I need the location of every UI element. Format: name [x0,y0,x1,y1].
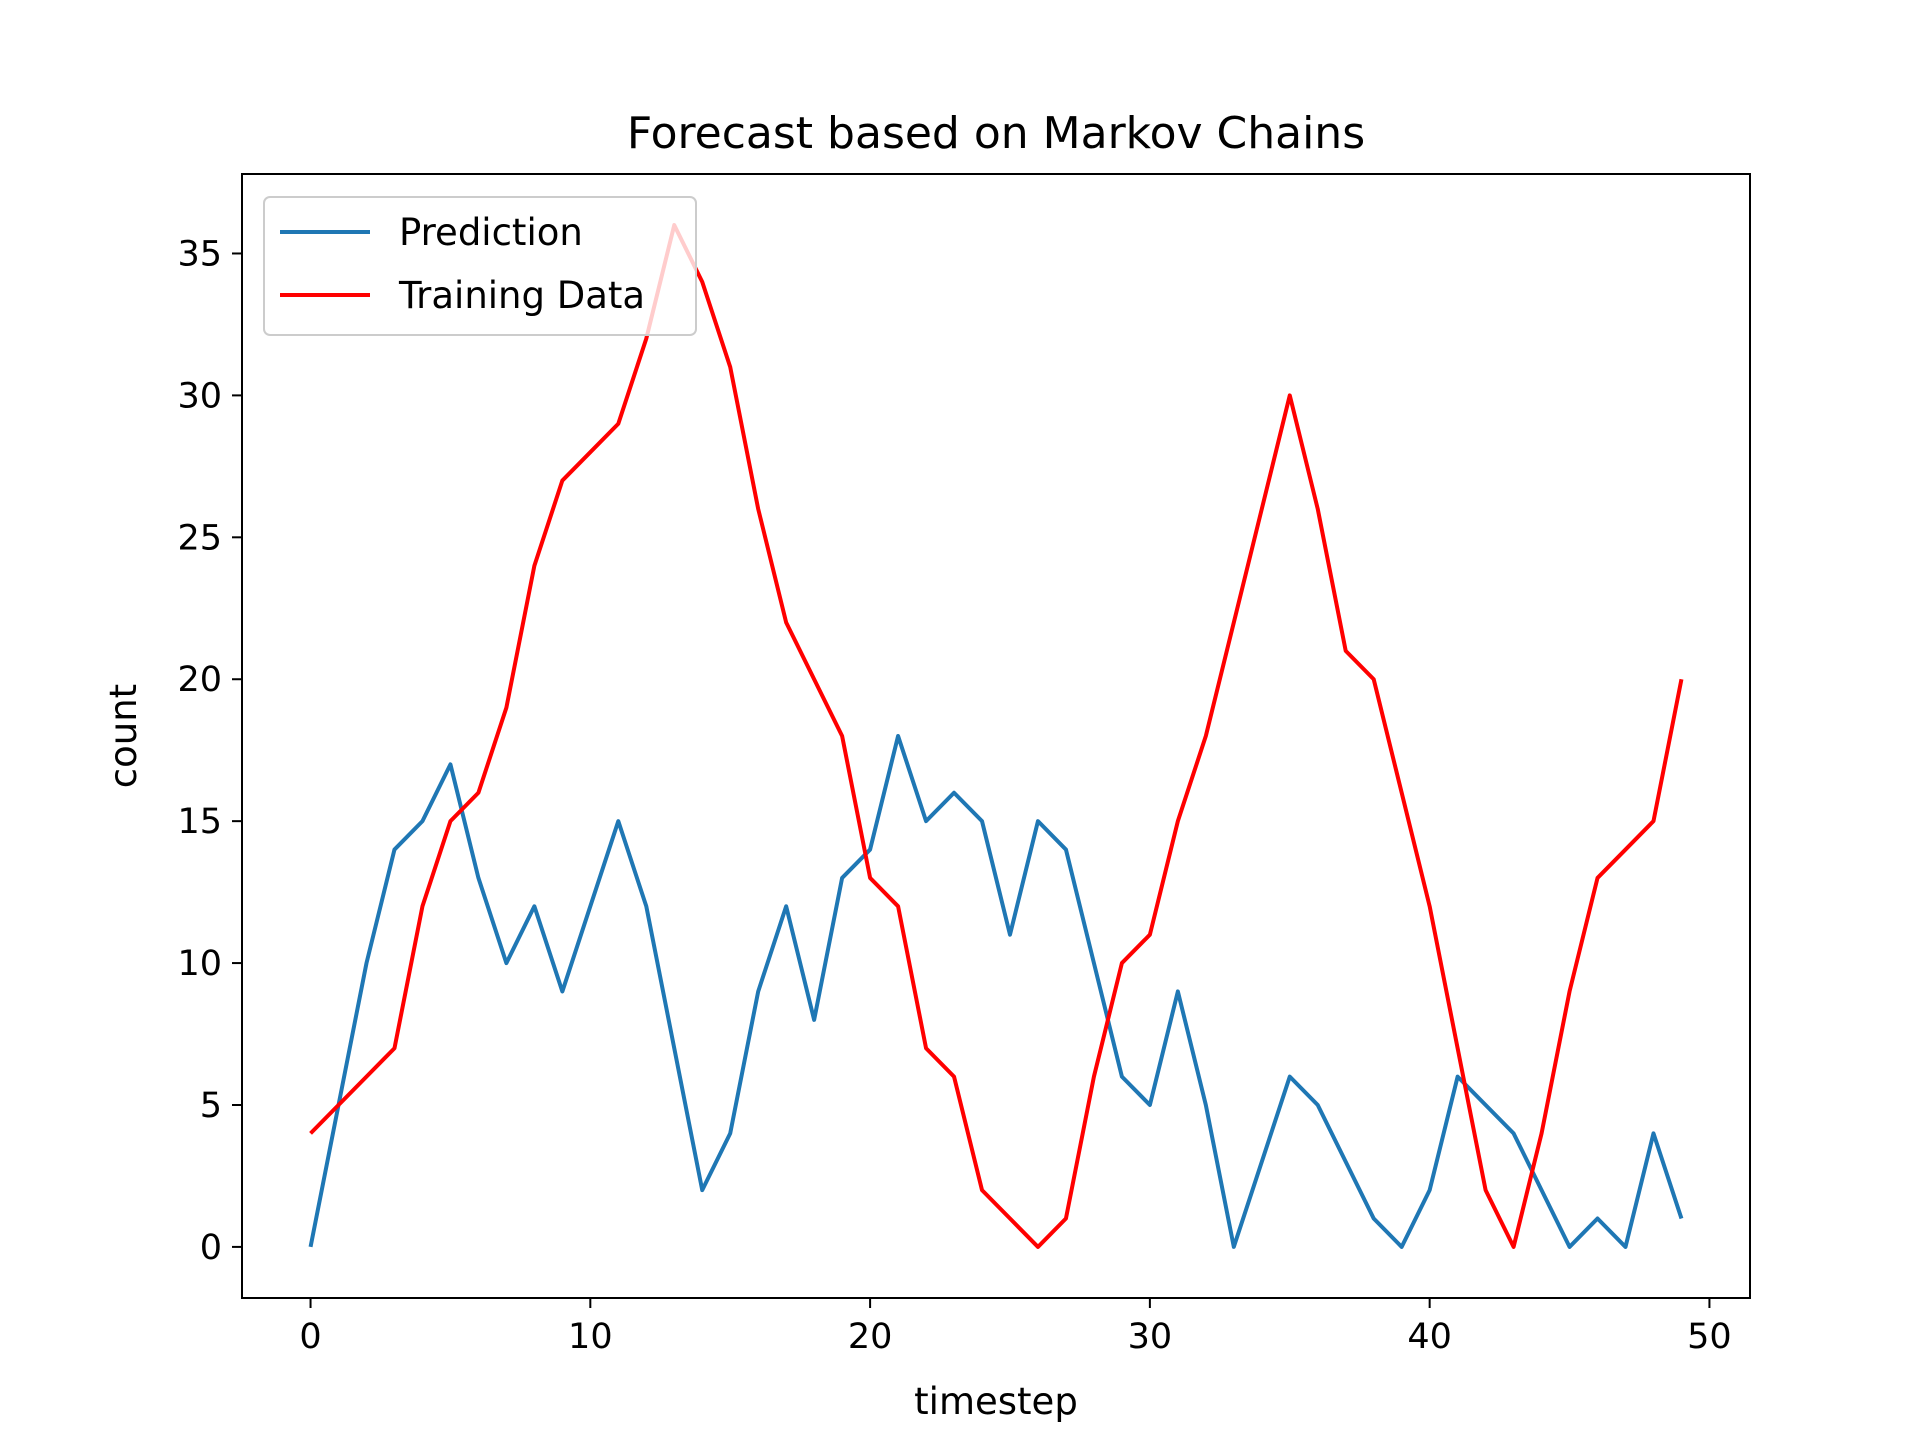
y-tick-label: 30 [177,376,222,416]
series-line-training-data [309,223,1684,1249]
legend-label: Prediction [399,211,583,254]
x-tick-label: 10 [568,1317,613,1357]
legend-box [263,196,697,336]
legend: Prediction Training Data [263,196,697,336]
y-axis-label: count [102,684,145,788]
x-tick-label: 50 [1687,1317,1732,1357]
y-tick-label: 20 [177,660,222,700]
chart-title: Forecast based on Markov Chains [627,108,1365,159]
y-tick-label: 10 [177,944,222,984]
y-tick-label: 0 [200,1228,222,1268]
x-tick-label: 20 [848,1317,893,1357]
x-tick-label: 30 [1128,1317,1173,1357]
series-line-prediction [308,734,1684,1249]
x-tick-label: 40 [1407,1317,1452,1357]
plot-lines [308,223,1684,1249]
y-tick-label: 5 [200,1086,222,1126]
legend-label: Training Data [398,274,645,317]
x-tick-label: 0 [299,1317,321,1357]
y-tick-label: 15 [177,802,222,842]
x-axis-ticks: 0 10 20 30 40 50 [299,1298,1732,1357]
y-axis-ticks: 0 5 10 15 20 25 30 35 [177,234,242,1268]
y-tick-label: 25 [177,518,222,558]
plot-frame [241,173,1751,1299]
y-tick-label: 35 [177,234,222,274]
x-axis-label: timestep [914,1380,1078,1423]
